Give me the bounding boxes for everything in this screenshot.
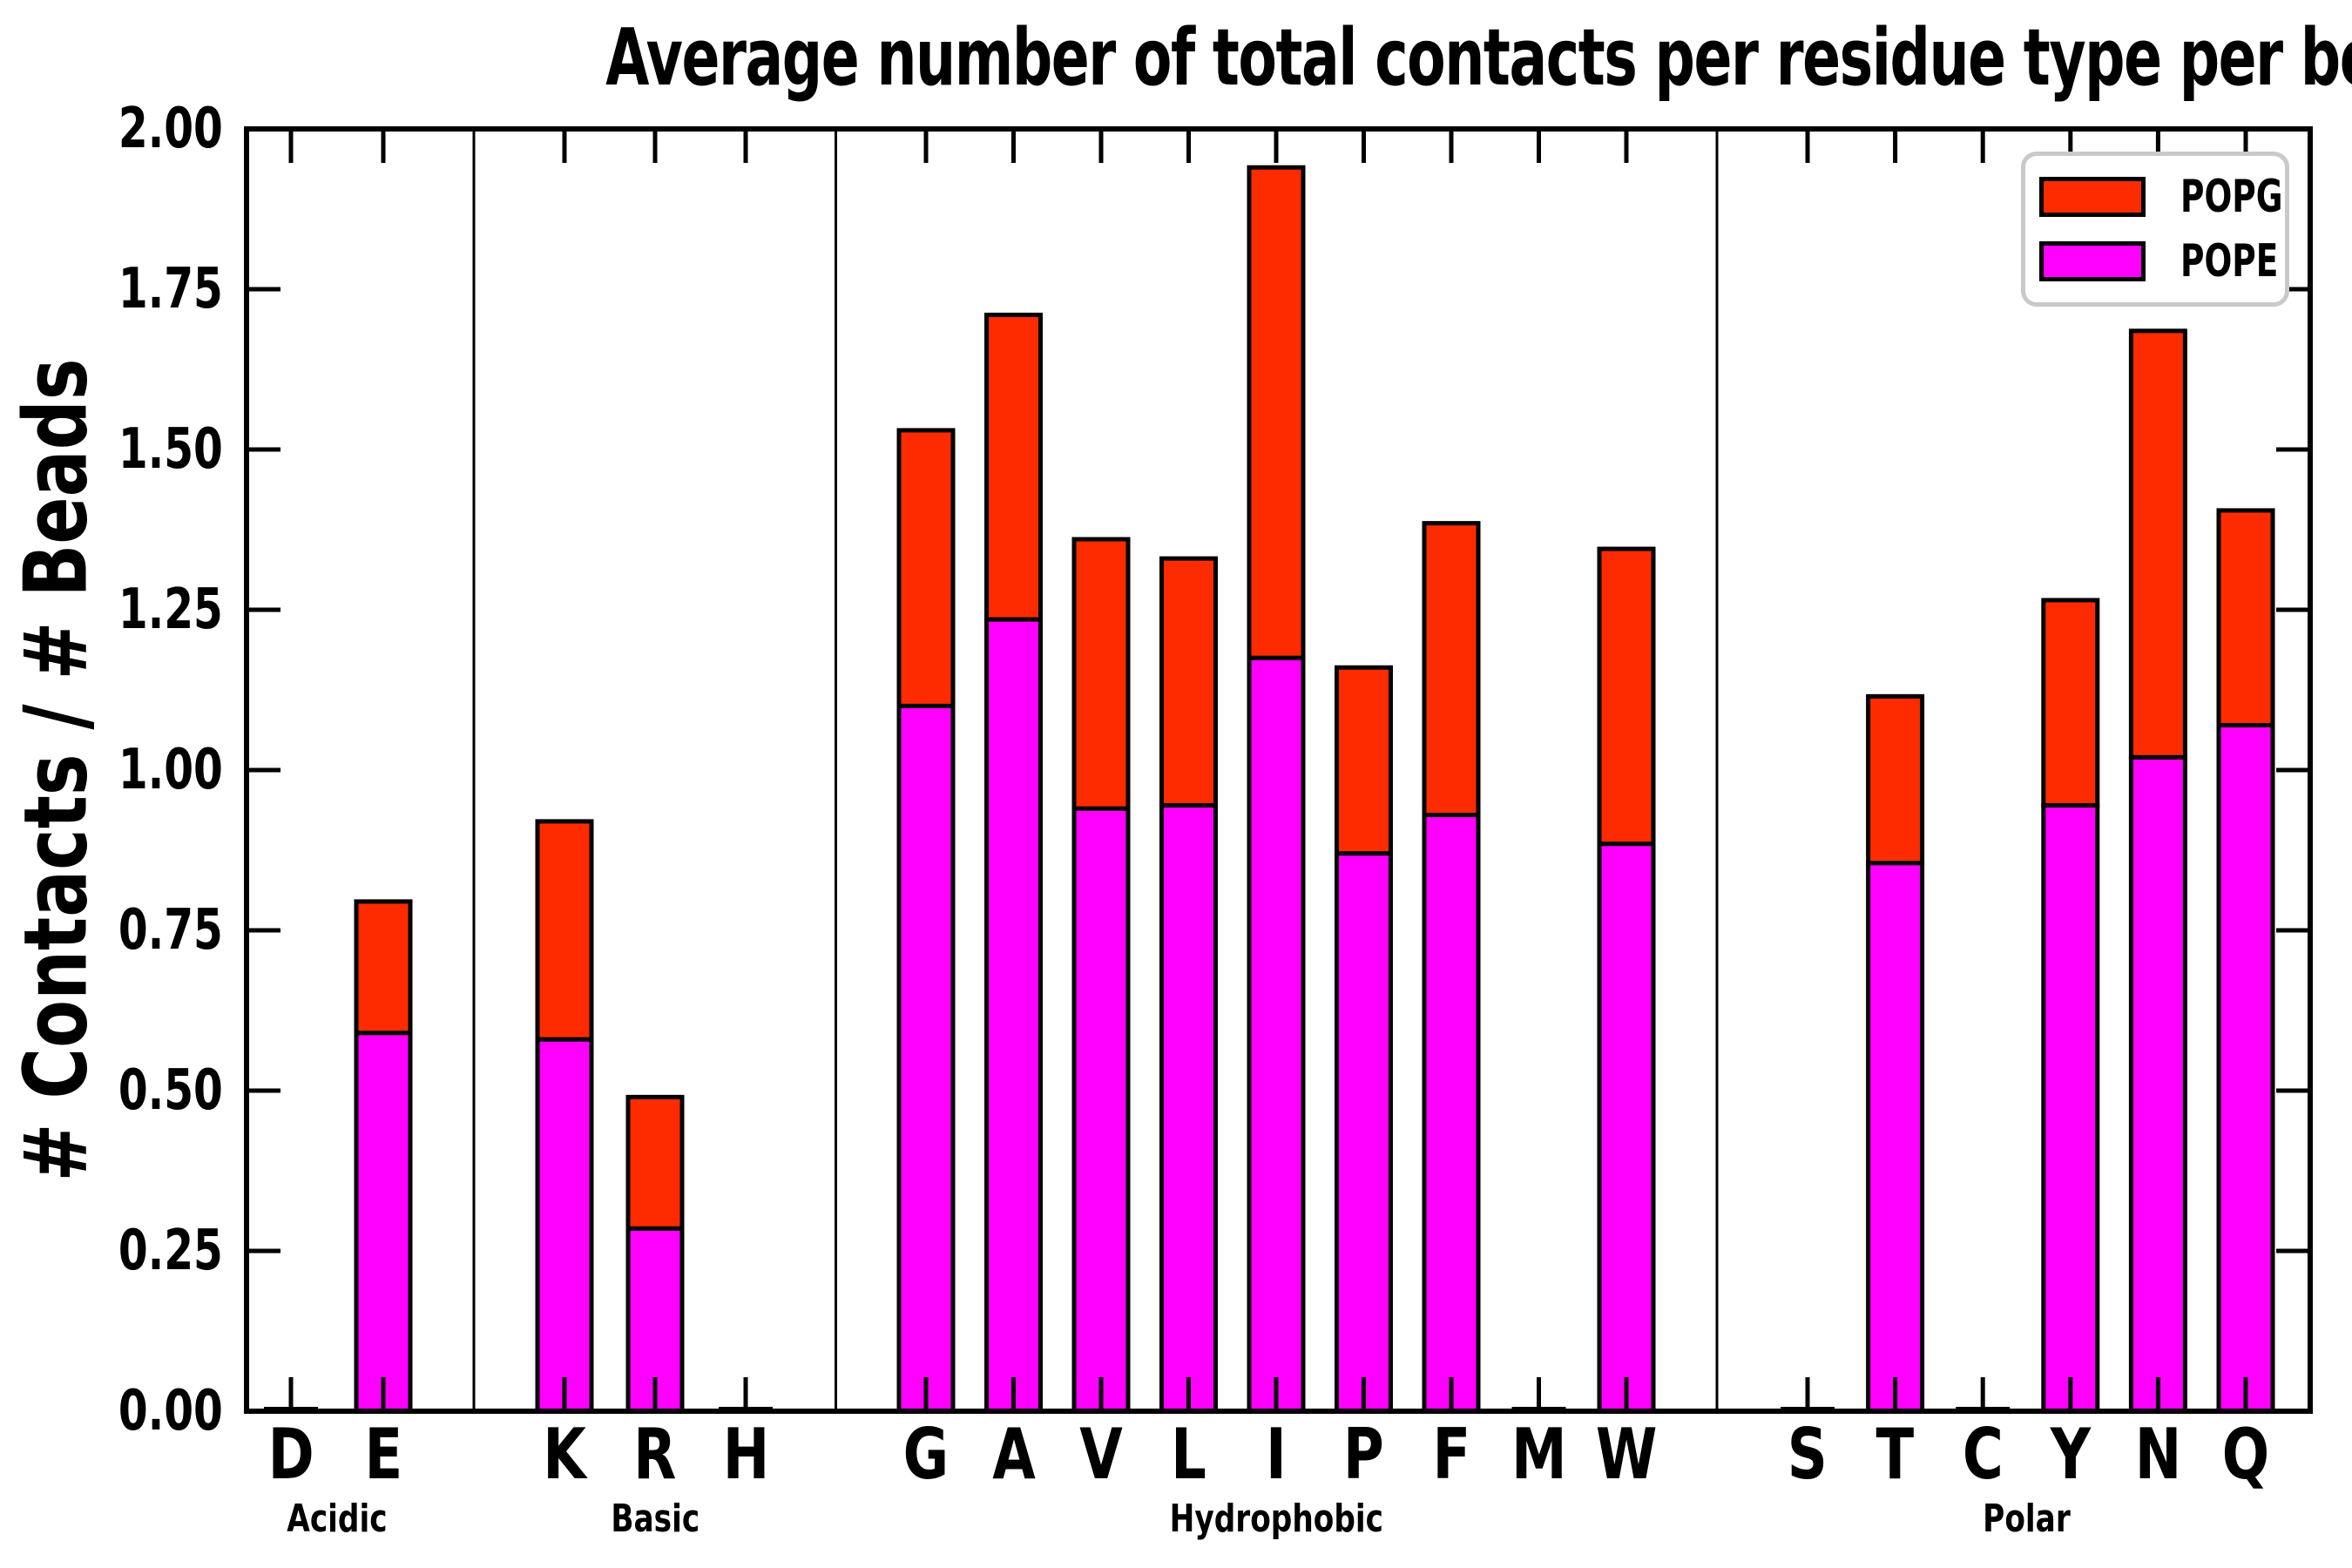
chart-title: Average number of total contacts per res… xyxy=(247,12,2352,104)
legend-label-popg-text: POPG xyxy=(2180,171,2283,223)
bar-P-pope xyxy=(1335,851,1393,1414)
y-tick-label: 1.50 xyxy=(118,417,223,482)
x-tick-label-S: S xyxy=(1787,1414,1828,1495)
x-tick-label-T: T xyxy=(1876,1414,1915,1495)
y-tick-label: 2.00 xyxy=(118,97,223,161)
bar-K-pope xyxy=(535,1037,594,1414)
y-tick-label: 0.50 xyxy=(118,1058,223,1123)
bar-F-popg xyxy=(1422,521,1481,818)
bar-I-popg xyxy=(1247,165,1306,660)
x-tick-label-Q: Q xyxy=(2221,1414,2270,1495)
x-tick-label-A: A xyxy=(991,1414,1036,1495)
legend-label-popg: POPG xyxy=(2180,171,2322,223)
x-tick-label-I: I xyxy=(1266,1414,1287,1495)
bar-A-pope xyxy=(984,617,1043,1414)
legend-label-pope-text: POPE xyxy=(2180,235,2279,287)
x-tick-label-C: C xyxy=(1962,1414,2004,1495)
x-tick-label-M: M xyxy=(1511,1414,1567,1495)
x-tick-label-V: V xyxy=(1079,1414,1123,1495)
legend-label-pope: POPE xyxy=(2180,235,2316,287)
legend-item-popg: POPG xyxy=(2039,171,2285,223)
bar-L-popg xyxy=(1159,556,1218,808)
bar-G-pope xyxy=(896,703,956,1414)
bar-W-popg xyxy=(1597,546,1656,847)
bar-R-popg xyxy=(625,1094,685,1231)
bar-K-popg xyxy=(535,819,594,1042)
bar-V-popg xyxy=(1071,537,1131,811)
bar-A-popg xyxy=(984,312,1043,622)
y-tick-label: 1.25 xyxy=(118,578,223,642)
bar-P-popg xyxy=(1335,665,1393,856)
y-tick-label: 1.00 xyxy=(118,738,223,802)
bar-Y-pope xyxy=(2041,802,2100,1414)
bar-Y-popg xyxy=(2041,598,2100,808)
group-label-hydrophobic: Hydrophobic xyxy=(1169,1497,1383,1541)
y-tick-label: 0.25 xyxy=(118,1219,223,1283)
x-tick-label-E: E xyxy=(364,1414,402,1495)
bar-N-popg xyxy=(2128,328,2187,760)
x-tick-label-L: L xyxy=(1171,1414,1206,1495)
x-tick-label-R: R xyxy=(633,1414,677,1495)
bar-V-pope xyxy=(1071,806,1131,1414)
bar-T-pope xyxy=(1866,861,1925,1414)
popg-swatch xyxy=(2039,177,2146,217)
y-tick-label: 0.00 xyxy=(118,1379,223,1443)
bar-T-popg xyxy=(1866,693,1925,866)
x-tick-label-P: P xyxy=(1343,1414,1384,1495)
bar-L-pope xyxy=(1159,802,1218,1414)
bar-N-pope xyxy=(2128,754,2187,1414)
axes-spines xyxy=(244,126,2313,1414)
x-tick-label-F: F xyxy=(1432,1414,1470,1495)
x-tick-label-N: N xyxy=(2134,1414,2182,1495)
bar-W-pope xyxy=(1597,841,1656,1414)
x-tick-label-K: K xyxy=(543,1414,586,1495)
bar-E-popg xyxy=(354,899,413,1036)
bar-I-pope xyxy=(1247,655,1306,1414)
y-tick-label: 0.75 xyxy=(118,898,223,963)
group-label-acidic: Acidic xyxy=(287,1497,388,1541)
group-label-basic: Basic xyxy=(611,1497,700,1541)
legend: POPG POPE xyxy=(2021,152,2289,307)
group-label-polar: Polar xyxy=(1983,1497,2071,1541)
bar-Q-pope xyxy=(2216,722,2275,1414)
bar-Q-popg xyxy=(2216,508,2275,727)
x-tick-label-Y: Y xyxy=(2050,1414,2091,1495)
x-tick-label-G: G xyxy=(902,1414,950,1495)
x-tick-label-H: H xyxy=(722,1414,769,1495)
pope-swatch xyxy=(2039,241,2146,281)
chart-title-text: Average number of total contacts per res… xyxy=(605,12,2352,104)
bar-F-pope xyxy=(1422,813,1481,1414)
bar-E-pope xyxy=(354,1031,413,1414)
x-tick-label-D: D xyxy=(267,1414,314,1495)
legend-item-pope: POPE xyxy=(2039,235,2285,287)
bar-G-popg xyxy=(896,428,956,708)
y-tick-label: 1.75 xyxy=(118,257,223,321)
x-tick-label-W: W xyxy=(1595,1414,1658,1495)
